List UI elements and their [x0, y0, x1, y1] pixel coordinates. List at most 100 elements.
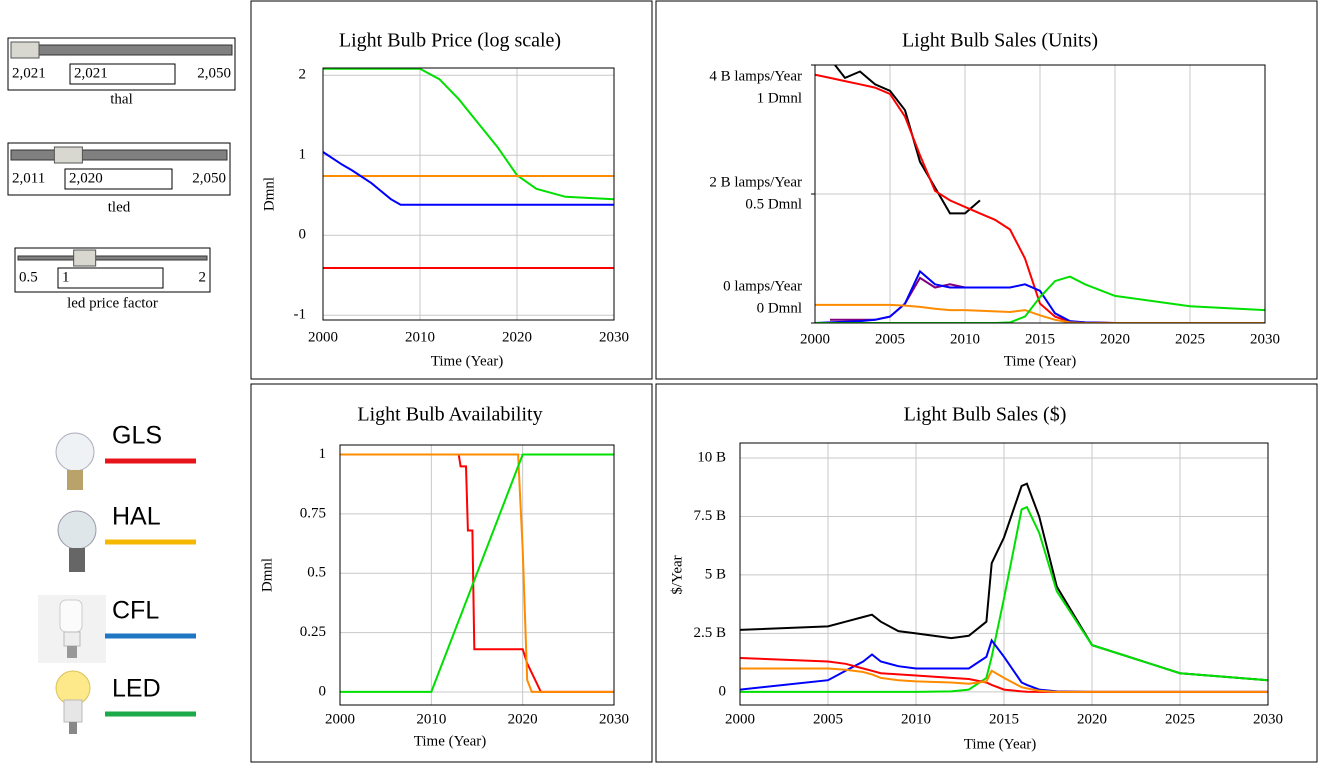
- x-axis-label: Time (Year): [414, 733, 487, 749]
- y-tick-label: 7.5 B: [693, 508, 726, 524]
- y-tick-label: 2: [299, 67, 307, 83]
- x-axis-label: Time (Year): [431, 353, 504, 369]
- x-tick-label: 2030: [599, 329, 629, 345]
- slider-max: 2,050: [192, 170, 226, 186]
- legend-label: GLS: [112, 422, 162, 450]
- x-tick-label: 2025: [1165, 711, 1195, 727]
- x-tick-label: 2000: [725, 711, 755, 727]
- y-tick-label: 10 B: [697, 449, 726, 465]
- y-tick-label: 0.5: [307, 565, 326, 581]
- x-tick-label: 2015: [989, 711, 1019, 727]
- series-line: [740, 482, 1268, 682]
- x-tick-label: 2010: [405, 329, 435, 345]
- bulb-icon: [57, 510, 97, 572]
- x-axis-label: Time (Year): [964, 736, 1037, 752]
- plot-frame: [339, 444, 615, 706]
- slider-value: 2,020: [69, 170, 103, 186]
- y-tick-label: -1: [294, 307, 307, 323]
- x-tick-label: 2010: [416, 711, 446, 727]
- x-tick-label: 2025: [1175, 331, 1205, 347]
- y-tick-label: 5 B: [705, 566, 726, 582]
- y2-tick-label: 1 Dmnl: [757, 90, 802, 106]
- slider-track: [10, 149, 228, 161]
- series-line: [740, 667, 1268, 693]
- x-tick-label: 2030: [599, 711, 629, 727]
- legend-label: LED: [112, 675, 161, 703]
- slider-min: 0.5: [19, 269, 38, 285]
- panel: [250, 383, 653, 763]
- y-tick-label: 2.5 B: [693, 625, 726, 641]
- y-tick-label: 2 B lamps/Year: [709, 174, 802, 190]
- y-axis-label: $/Year: [669, 555, 685, 594]
- slider-label: thal: [110, 91, 133, 107]
- x-tick-label: 2020: [502, 329, 532, 345]
- slider-value: 1: [62, 269, 70, 285]
- series-line: [833, 65, 981, 215]
- bulb-icon: [55, 432, 95, 490]
- series-line: [740, 505, 1268, 693]
- y2-tick-label: 0.5 Dmnl: [745, 196, 802, 212]
- x-tick-label: 2000: [308, 329, 338, 345]
- y2-tick-label: 0 Dmnl: [757, 300, 802, 316]
- chart-title: Light Bulb Price (log scale): [339, 30, 561, 52]
- x-tick-label: 2030: [1253, 711, 1283, 727]
- x-tick-label: 2000: [325, 711, 355, 727]
- panel: [250, 0, 653, 380]
- x-tick-label: 2010: [950, 331, 980, 347]
- slider-knob[interactable]: [53, 146, 83, 164]
- x-axis-label: Time (Year): [1004, 353, 1077, 369]
- plot-frame: [814, 64, 1266, 324]
- slider-max: 2,050: [197, 65, 231, 81]
- bulb-icon: [38, 595, 106, 663]
- bulb-icon: [55, 670, 91, 734]
- slider-label: tled: [108, 199, 131, 215]
- chart-title: Light Bulb Sales (Units): [902, 30, 1098, 52]
- y-tick-label: 0: [319, 683, 327, 699]
- y-tick-label: 4 B lamps/Year: [709, 68, 802, 84]
- series-line: [340, 453, 614, 693]
- y-axis-label: Dmnl: [259, 558, 275, 592]
- series-line: [323, 68, 614, 201]
- legend-label: HAL: [112, 503, 161, 531]
- y-tick-label: 0 lamps/Year: [723, 278, 802, 294]
- x-tick-label: 2030: [1250, 331, 1280, 347]
- chart-title: Light Bulb Sales ($): [904, 404, 1067, 426]
- slider-input[interactable]: [64, 168, 173, 190]
- y-tick-label: 0: [299, 227, 307, 243]
- x-tick-label: 2020: [1077, 711, 1107, 727]
- y-tick-label: 0.25: [300, 624, 326, 640]
- series-line: [340, 453, 614, 693]
- x-tick-label: 2010: [901, 711, 931, 727]
- x-tick-label: 2005: [875, 331, 905, 347]
- series-line: [340, 453, 614, 693]
- series-line: [323, 151, 614, 206]
- slider-input[interactable]: [69, 63, 176, 85]
- slider-min: 2,021: [12, 65, 46, 81]
- y-axis-label: Dmnl: [261, 177, 277, 211]
- slider-value: 2,021: [74, 65, 108, 81]
- x-tick-label: 2020: [1100, 331, 1130, 347]
- slider-max: 2: [199, 269, 207, 285]
- series-line: [830, 276, 966, 321]
- slider-label: led price factor: [67, 295, 158, 311]
- legend-label: CFL: [112, 597, 159, 625]
- y-tick-label: 1: [299, 147, 307, 163]
- slider-input[interactable]: [57, 267, 164, 289]
- slider-min: 2,011: [12, 170, 45, 186]
- x-tick-label: 2015: [1025, 331, 1055, 347]
- panel: [655, 0, 1318, 380]
- slider-knob[interactable]: [73, 249, 97, 267]
- y-tick-label: 0: [719, 683, 727, 699]
- chart-title: Light Bulb Availability: [357, 404, 542, 426]
- panel: [655, 383, 1318, 763]
- slider-track: [10, 44, 233, 56]
- x-tick-label: 2020: [508, 711, 538, 727]
- plot-frame: [739, 442, 1269, 706]
- slider-track: [17, 255, 208, 261]
- series-line: [815, 275, 1265, 323]
- x-tick-label: 2000: [800, 331, 830, 347]
- y-tick-label: 0.75: [300, 505, 326, 521]
- slider-knob[interactable]: [10, 41, 40, 59]
- plot-frame: [322, 67, 615, 321]
